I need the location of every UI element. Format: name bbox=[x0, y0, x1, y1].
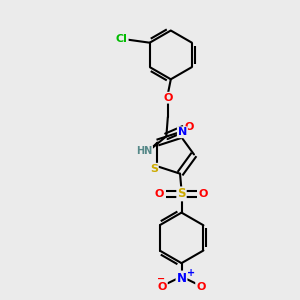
Text: O: O bbox=[158, 282, 167, 292]
Text: O: O bbox=[184, 122, 194, 132]
Text: O: O bbox=[199, 189, 208, 199]
Text: HN: HN bbox=[136, 146, 152, 156]
Text: S: S bbox=[150, 164, 158, 174]
Text: N: N bbox=[176, 272, 187, 284]
Text: Cl: Cl bbox=[116, 34, 128, 44]
Text: −: − bbox=[157, 274, 165, 284]
Text: O: O bbox=[196, 282, 206, 292]
Text: O: O bbox=[163, 93, 172, 103]
Text: N: N bbox=[178, 127, 187, 137]
Text: +: + bbox=[187, 268, 195, 278]
Text: O: O bbox=[155, 189, 164, 199]
Text: S: S bbox=[177, 188, 186, 200]
